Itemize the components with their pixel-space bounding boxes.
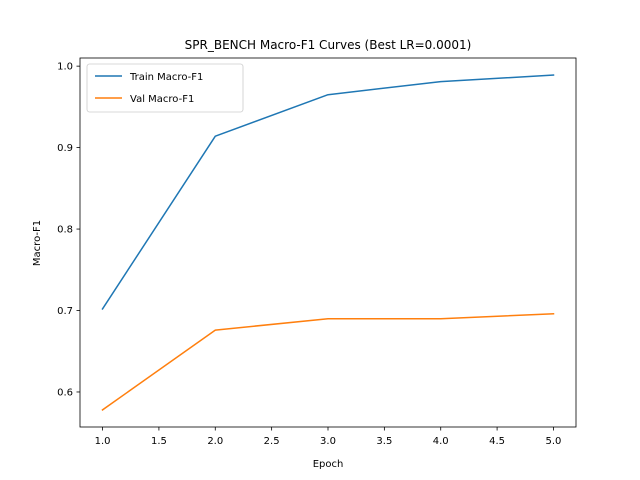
- x-tick-label: 3.0: [320, 436, 336, 447]
- legend-label: Val Macro-F1: [130, 94, 194, 105]
- x-tick-label: 1.0: [95, 436, 111, 447]
- y-axis: 0.6 0.7 0.8 0.9 1.0: [57, 62, 80, 398]
- chart-title: SPR_BENCH Macro-F1 Curves (Best LR=0.000…: [185, 38, 472, 52]
- y-axis-label: Macro-F1: [32, 220, 43, 266]
- x-axis-label: Epoch: [313, 459, 344, 470]
- series-lines: [101, 74, 555, 411]
- x-tick-label: 2.5: [264, 436, 280, 447]
- legend-label: Train Macro-F1: [129, 72, 203, 83]
- x-tick-label: 1.5: [151, 436, 167, 447]
- x-tick-label: 3.5: [376, 436, 392, 447]
- y-tick-label: 0.6: [57, 387, 73, 398]
- x-tick-label: 2.0: [207, 436, 223, 447]
- legend: Train Macro-F1 Val Macro-F1: [86, 63, 244, 113]
- y-tick-label: 0.8: [57, 225, 73, 236]
- x-tick-label: 5.0: [546, 436, 562, 447]
- x-axis: 1.0 1.5 2.0 2.5 3.0 3.5 4.0 4.5 5.0: [95, 427, 562, 447]
- x-tick-label: 4.5: [489, 436, 505, 447]
- series-line-val: [101, 313, 555, 411]
- legend-box: [86, 63, 244, 113]
- y-tick-label: 1.0: [57, 62, 73, 73]
- series-line-train: [101, 74, 555, 310]
- y-tick-label: 0.9: [57, 143, 73, 154]
- y-tick-label: 0.7: [57, 306, 73, 317]
- x-tick-label: 4.0: [433, 436, 449, 447]
